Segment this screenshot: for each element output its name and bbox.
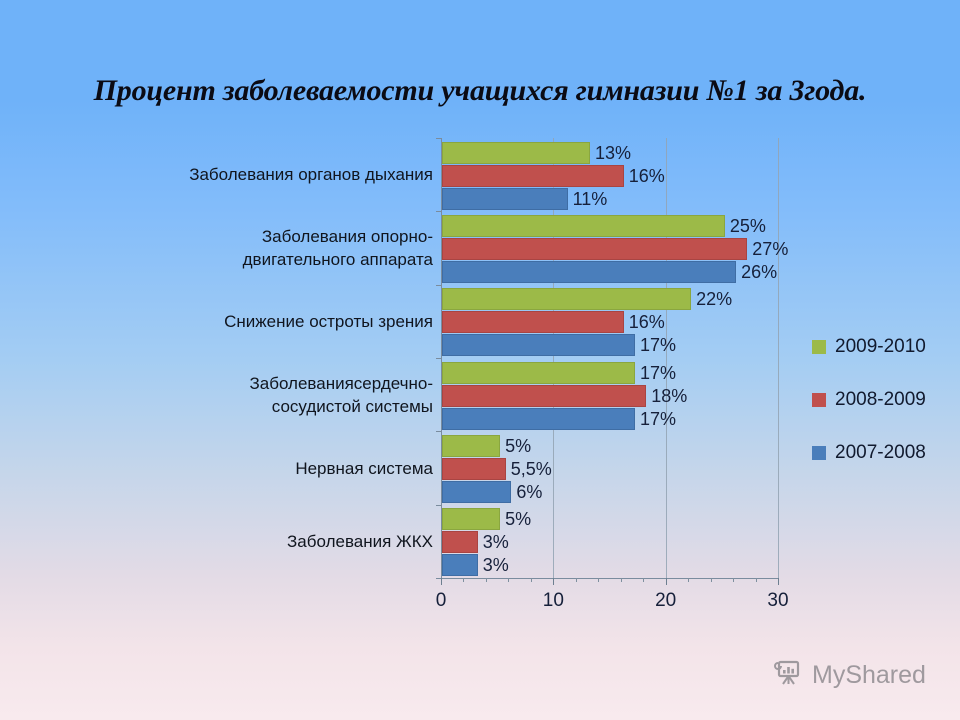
bar-2-2008-2009 (442, 238, 748, 260)
category-label-6: Заболевания ЖКХ (73, 530, 433, 553)
legend-color-swatch (812, 446, 826, 460)
y-axis-tick (436, 358, 441, 359)
category-label-line: Нервная система (295, 458, 433, 478)
y-axis-tick (436, 431, 441, 433)
bar-value-label: 18% (651, 385, 688, 406)
category-label-line: Заболевания опорно- (261, 227, 433, 246)
x-tick-major-30 (778, 578, 779, 585)
x-tick-minor-4 (485, 578, 487, 582)
category-label-line: Заболевания органов дыхания (189, 165, 433, 185)
bar-1-2008-2009 (442, 164, 624, 187)
bar-value-label: 5% (505, 436, 532, 456)
y-axis-line (441, 138, 442, 578)
bar-5-2009-2010 (442, 435, 501, 457)
presentation-board-icon (774, 658, 804, 693)
bar-value-label: 5% (505, 509, 532, 530)
y-axis-tick (436, 578, 441, 579)
category-label-4: Заболеваниясердечно-сосудистой системы (73, 372, 434, 418)
bar-4-2008-2009 (442, 384, 647, 407)
x-tick-minor-14 (598, 578, 600, 582)
bar-value-label: 17% (639, 362, 676, 383)
legend-color-swatch (812, 340, 826, 354)
bar-2-2007-2008 (442, 261, 737, 283)
legend-color-swatch (812, 393, 826, 407)
category-label-2: Заболевания опорно-двигательного аппарат… (73, 225, 433, 271)
y-axis-tick (436, 211, 441, 213)
bar-value-label: 5,5% (510, 459, 552, 479)
chart-plot-area: 13% 16% 11% 25% 27% 26% 22% 16% 17% 17% 18% 17% 5% 5,… (436, 138, 789, 611)
category-label-line: Заболеваниясердечно- (249, 373, 434, 393)
x-tick-minor-2 (463, 578, 465, 582)
page-title: Процент заболеваемости учащихся гимназии… (93, 74, 867, 107)
bar-value-label: 3% (482, 532, 509, 553)
category-label-3: Снижение остроты зрения (73, 310, 433, 333)
x-tick-label-30: 30 (767, 590, 789, 611)
bar-1-2007-2008 (442, 187, 568, 210)
bar-5-2007-2008 (442, 481, 512, 503)
legend-item-2009-2010[interactable]: 2009-2010 (812, 336, 926, 358)
bar-4-2007-2008 (442, 407, 635, 430)
category-label-1: Заболевания органов дыхания (73, 163, 433, 186)
bar-3-2007-2008 (442, 334, 635, 357)
bar-5-2008-2009 (442, 458, 506, 480)
bar-value-label: 6% (516, 482, 543, 502)
bar-2-2009-2010 (442, 215, 725, 237)
gridline-20 (665, 138, 667, 578)
x-tick-minor-12 (575, 578, 577, 582)
bar-6-2009-2010 (442, 508, 501, 531)
bar-value-label: 16% (628, 312, 665, 333)
x-tick-minor-16 (620, 578, 622, 582)
x-tick-major-0 (441, 578, 442, 585)
category-label-5: Нервная система (73, 457, 433, 480)
bar-value-label: 25% (729, 216, 766, 236)
x-tick-minor-28 (755, 578, 757, 582)
x-tick-minor-22 (688, 578, 690, 582)
legend-item-label: 2007-2008 (835, 442, 926, 463)
bar-value-label: 17% (639, 335, 676, 356)
y-axis-tick (436, 284, 441, 286)
x-tick-minor-24 (710, 578, 712, 582)
bar-3-2009-2010 (442, 288, 692, 311)
category-label-line: сосудистой системы (271, 396, 433, 416)
x-tick-label-10: 10 (542, 590, 564, 611)
x-tick-minor-26 (733, 578, 735, 582)
bar-value-label: 22% (696, 289, 733, 310)
legend-item-label: 2008-2009 (835, 389, 926, 410)
x-tick-minor-6 (508, 578, 510, 582)
y-axis-tick (436, 504, 441, 506)
x-tick-major-10 (553, 578, 555, 585)
category-axis-labels: Заболевания органов дыхания Заболевания о… (71, 138, 433, 578)
x-axis-line (441, 578, 778, 579)
bar-value-label: 16% (628, 165, 665, 186)
y-axis-tick (436, 138, 441, 139)
x-tick-minor-18 (643, 578, 645, 582)
x-tick-label-20: 20 (655, 590, 677, 611)
legend-item-2008-2009[interactable]: 2008-2009 (812, 389, 926, 411)
bar-value-label: 11% (572, 188, 608, 209)
bar-6-2008-2009 (442, 531, 478, 554)
bar-value-label: 3% (482, 555, 509, 576)
bar-6-2007-2008 (442, 554, 478, 577)
gridline-10 (553, 138, 555, 578)
legend-item-2007-2008[interactable]: 2007-2008 (812, 442, 926, 464)
bar-value-label: 17% (639, 408, 676, 429)
category-label-line: двигательного аппарата (242, 250, 433, 269)
bar-value-label: 26% (741, 262, 778, 282)
x-tick-label-0: 0 (435, 590, 447, 611)
legend-item-label: 2009-2010 (835, 336, 926, 357)
category-label-line: Снижение остроты зрения (224, 311, 433, 331)
watermark-label: MyShared (812, 661, 926, 689)
bar-3-2008-2009 (442, 311, 624, 334)
bar-4-2009-2010 (442, 361, 635, 384)
watermark: MyShared (774, 658, 926, 693)
bar-value-label: 27% (752, 239, 789, 259)
x-tick-major-20 (665, 578, 667, 585)
gridline-30 (778, 138, 779, 578)
bar-1-2009-2010 (442, 141, 591, 164)
category-label-line: Заболевания ЖКХ (287, 531, 433, 551)
x-tick-minor-8 (530, 578, 532, 582)
bar-value-label: 13% (595, 142, 632, 163)
